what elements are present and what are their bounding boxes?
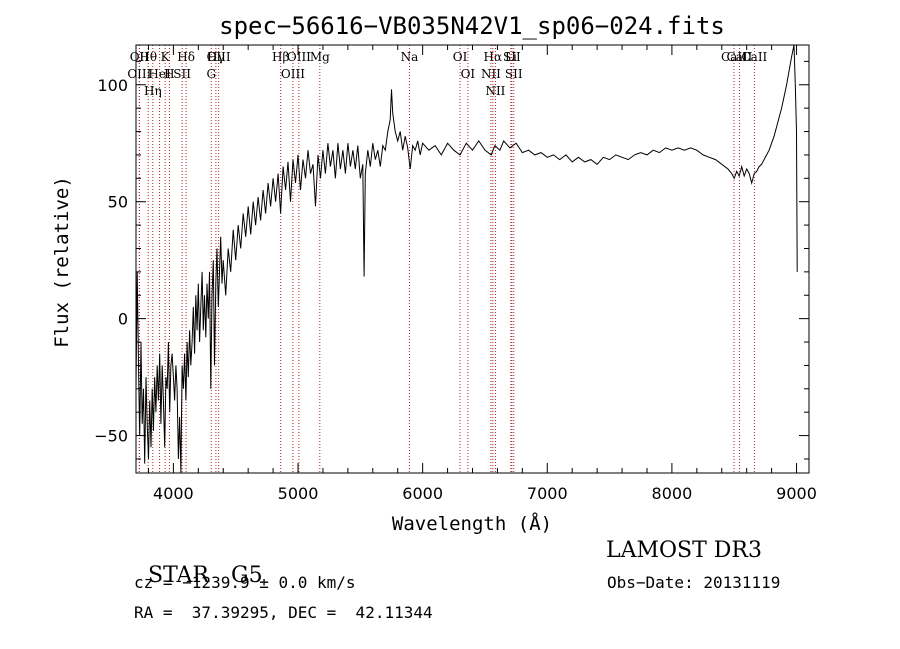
- spectrum-series: [135, 44, 798, 474]
- line-label: CaII: [741, 50, 767, 64]
- line-label: SII: [505, 67, 523, 81]
- obs-date-label: Obs−Date: 20131119: [607, 573, 781, 592]
- line-label: Hγ: [207, 50, 225, 64]
- y-axis-label: Flux (relative): [51, 176, 73, 348]
- spectrum-line: [135, 44, 798, 474]
- line-label: Na: [401, 50, 419, 64]
- line-label: SII: [503, 50, 521, 64]
- line-label: OIII: [281, 67, 305, 81]
- line-label: G: [206, 67, 216, 81]
- line-label: OIII: [127, 67, 151, 81]
- chart-title: spec−56616−VB035N42V1_sp06−024.fits: [219, 12, 725, 40]
- line-label: Mg: [310, 50, 330, 64]
- axes: 4000 5000 6000 7000 8000 9000 −50 0 50 100: [94, 45, 817, 503]
- line-label: OIII: [207, 50, 231, 64]
- line-label: K: [161, 50, 171, 64]
- object-class: STAR G5: [134, 538, 263, 588]
- line-label: Hδ: [177, 50, 195, 64]
- line-label: CaII: [727, 50, 753, 64]
- x-axis-label: Wavelength (Å): [392, 512, 552, 535]
- x-tick-label: 8000: [652, 484, 693, 503]
- line-label: Hβ: [272, 50, 289, 64]
- x-tick-label: 9000: [776, 484, 817, 503]
- y-tick-label: 50: [108, 193, 128, 212]
- redshift-label: cz = −1239.9 ± 0.0 km/s: [134, 573, 356, 592]
- line-label: OIII: [287, 50, 311, 64]
- line-label: Hα: [484, 50, 503, 64]
- plot-frame: [135, 44, 810, 474]
- line-label: OI: [453, 50, 468, 64]
- line-label: Hη: [144, 84, 162, 98]
- line-label: NII: [481, 67, 501, 81]
- line-label: SII: [173, 67, 191, 81]
- class-label: STAR: [148, 563, 209, 588]
- survey-label: LAMOST DR3: [606, 538, 762, 563]
- x-tick-label: 5000: [278, 484, 319, 503]
- y-tick-label: 0: [118, 310, 128, 329]
- y-tick-label: −50: [94, 427, 128, 446]
- x-tick-label: 7000: [527, 484, 568, 503]
- line-label: H: [164, 67, 174, 81]
- y-tick-label: 100: [97, 76, 128, 95]
- line-label: OI: [461, 67, 476, 81]
- subclass-label: G5: [231, 563, 263, 588]
- coordinates-label: RA = 37.39295, DEC = 42.11344: [134, 603, 433, 622]
- line-label: NII: [485, 84, 505, 98]
- line-label: CaII: [721, 50, 747, 64]
- line-label: HeI: [148, 67, 171, 81]
- x-tick-label: 4000: [153, 484, 194, 503]
- line-label: Li: [505, 50, 517, 64]
- x-tick-label: 6000: [402, 484, 443, 503]
